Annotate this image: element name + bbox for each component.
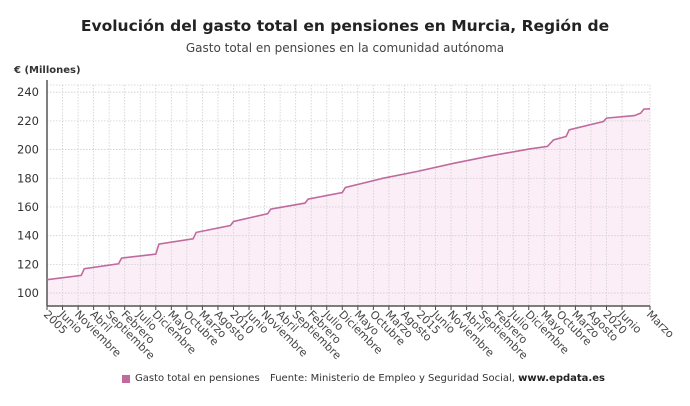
legend-swatch — [122, 374, 130, 383]
source-note: Fuente: Ministerio de Empleo y Seguridad… — [270, 373, 605, 384]
legend-label: Gasto total en pensiones — [135, 373, 260, 384]
y-tick-label: 120 — [17, 257, 39, 271]
chart-subtitle: Gasto total en pensiones en la comunidad… — [185, 41, 505, 55]
y-axis-label: € (Millones) — [13, 65, 81, 76]
y-tick-label: 200 — [17, 143, 39, 157]
y-tick-label: 160 — [17, 200, 39, 214]
series-line — [46, 108, 651, 281]
y-tick-label: 100 — [17, 286, 39, 300]
area-fill — [47, 108, 650, 306]
legend: Gasto total en pensiones — [122, 373, 260, 384]
y-tick-label: 140 — [17, 229, 39, 243]
chart-title: Evolución del gasto total en pensiones e… — [80, 17, 610, 35]
source-label: Fuente: Ministerio de Empleo y Seguridad… — [270, 373, 515, 384]
y-tick-label: 220 — [17, 114, 39, 128]
y-tick-label: 240 — [17, 85, 39, 99]
y-tick-label: 180 — [17, 171, 39, 185]
x-tick-label: Marzo — [644, 308, 677, 341]
source-link[interactable]: www.epdata.es — [518, 373, 605, 384]
